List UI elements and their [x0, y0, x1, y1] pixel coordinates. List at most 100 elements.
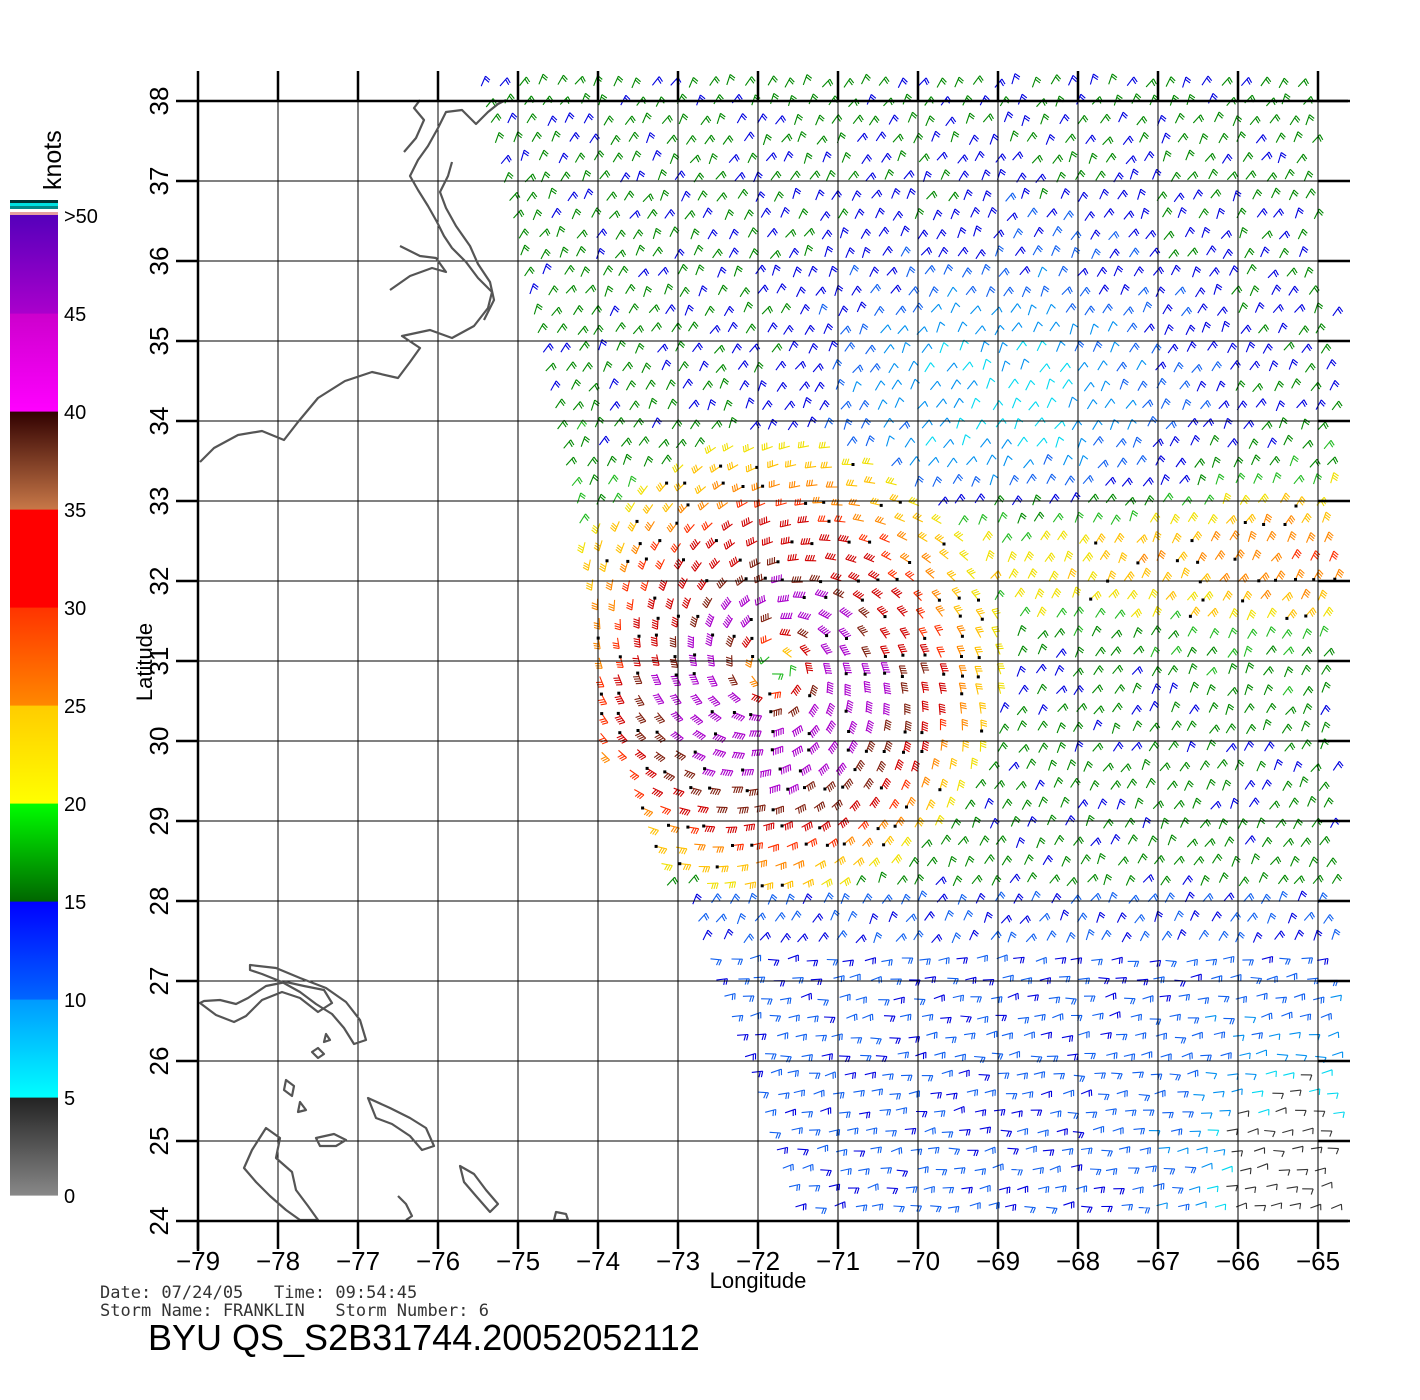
wind-barb	[651, 673, 662, 686]
wind-barb	[929, 380, 942, 391]
wind-barb	[986, 377, 996, 389]
wind-barb	[892, 210, 904, 221]
wind-barb	[1248, 438, 1259, 449]
wind-barb	[1266, 975, 1278, 983]
wind-barb	[1227, 438, 1239, 448]
wind-barb	[941, 1131, 954, 1138]
wind-barb	[1219, 1109, 1232, 1117]
wind-barb	[745, 536, 758, 547]
wind-barb	[858, 533, 870, 543]
wind-barb	[824, 552, 837, 561]
wind-barb	[767, 322, 778, 333]
wind-barb	[1030, 1109, 1043, 1116]
wind-barb	[804, 324, 815, 335]
wind-barb	[818, 441, 831, 449]
wind-barb	[1238, 302, 1249, 313]
wind-barb	[1178, 993, 1191, 1001]
wind-barb	[788, 480, 801, 489]
wind-barb	[1161, 571, 1173, 582]
wind-barb	[580, 435, 590, 447]
wind-barb	[914, 475, 924, 487]
wind-barb	[674, 750, 686, 761]
wind-barb	[1330, 1203, 1343, 1211]
wind-barb	[863, 680, 872, 693]
wind-barb	[574, 75, 586, 85]
wind-barb	[856, 301, 867, 313]
wind-barb	[651, 76, 663, 86]
wind-barb	[1300, 418, 1310, 430]
wind-barb	[816, 135, 828, 145]
wind-barb	[859, 323, 869, 335]
wind-barb	[557, 419, 569, 430]
wind-barb	[949, 757, 958, 770]
wind-barb	[652, 693, 665, 705]
wind-barb	[743, 301, 754, 313]
wind-barb	[634, 730, 647, 742]
wind-barb	[1179, 817, 1190, 828]
wind-barb	[704, 444, 717, 455]
wind-barb	[594, 657, 603, 669]
wind-barb	[513, 209, 525, 219]
wind-barb	[860, 418, 871, 429]
wind-barb	[873, 931, 883, 944]
wind-barb	[1289, 1202, 1302, 1210]
wind-barb	[1331, 400, 1343, 411]
wind-barb	[971, 874, 983, 885]
wind-barb	[531, 131, 542, 142]
rain-flag-marker	[1188, 614, 1192, 618]
wind-barb	[844, 683, 851, 697]
wind-barb	[1269, 800, 1281, 810]
wind-barb	[770, 708, 782, 717]
wind-barb	[1067, 568, 1077, 579]
wind-barb	[870, 283, 882, 294]
wind-barb	[674, 170, 686, 181]
wind-barb	[1083, 760, 1093, 772]
wind-barb	[931, 758, 940, 770]
wind-barb	[895, 305, 907, 316]
wind-barb	[982, 190, 992, 202]
wind-barb	[685, 135, 697, 145]
wind-barb	[802, 396, 812, 409]
rain-flag-marker	[703, 767, 707, 771]
rain-flag-marker	[977, 656, 981, 660]
wind-barb	[878, 76, 890, 86]
wind-barb	[846, 436, 858, 447]
rain-flag-marker	[1262, 523, 1266, 526]
wind-barb	[1125, 155, 1137, 165]
wind-barb	[566, 361, 577, 372]
wind-barb	[1162, 1111, 1174, 1119]
wind-barb	[1085, 1111, 1098, 1119]
wind-barb	[896, 530, 908, 541]
wind-barb	[793, 860, 805, 869]
wind-barb	[885, 476, 897, 486]
rain-flag-marker	[626, 559, 630, 563]
wind-barb	[891, 457, 903, 467]
wind-barb	[995, 835, 1007, 845]
wind-barb	[954, 76, 964, 88]
wind-barb	[922, 170, 932, 182]
rain-flag-marker	[823, 787, 827, 791]
wind-barb	[864, 1071, 877, 1079]
wind-barb	[838, 305, 849, 317]
wind-barb	[800, 537, 812, 545]
rain-flag-marker	[1243, 521, 1247, 524]
wind-barb	[765, 1053, 777, 1060]
wind-barb	[946, 570, 957, 582]
wind-barb	[645, 132, 656, 144]
wind-barb	[1098, 1093, 1110, 1101]
wind-barb	[1329, 550, 1339, 562]
wind-barb	[747, 788, 759, 797]
wind-barb	[742, 995, 755, 1002]
wind-barb	[1046, 303, 1056, 315]
wind-barb	[569, 132, 580, 142]
wind-barb	[1017, 624, 1027, 636]
wind-barb	[1005, 192, 1017, 202]
wind-barb	[994, 891, 1006, 902]
wind-barb	[1326, 857, 1338, 868]
wind-barb	[712, 748, 727, 758]
wind-barb	[1056, 741, 1067, 753]
wind-barb	[1209, 434, 1220, 446]
longitude-tick-label: −69	[976, 1246, 1020, 1276]
wind-speed-colorbar	[10, 200, 58, 1196]
wind-barb	[1011, 1110, 1023, 1118]
